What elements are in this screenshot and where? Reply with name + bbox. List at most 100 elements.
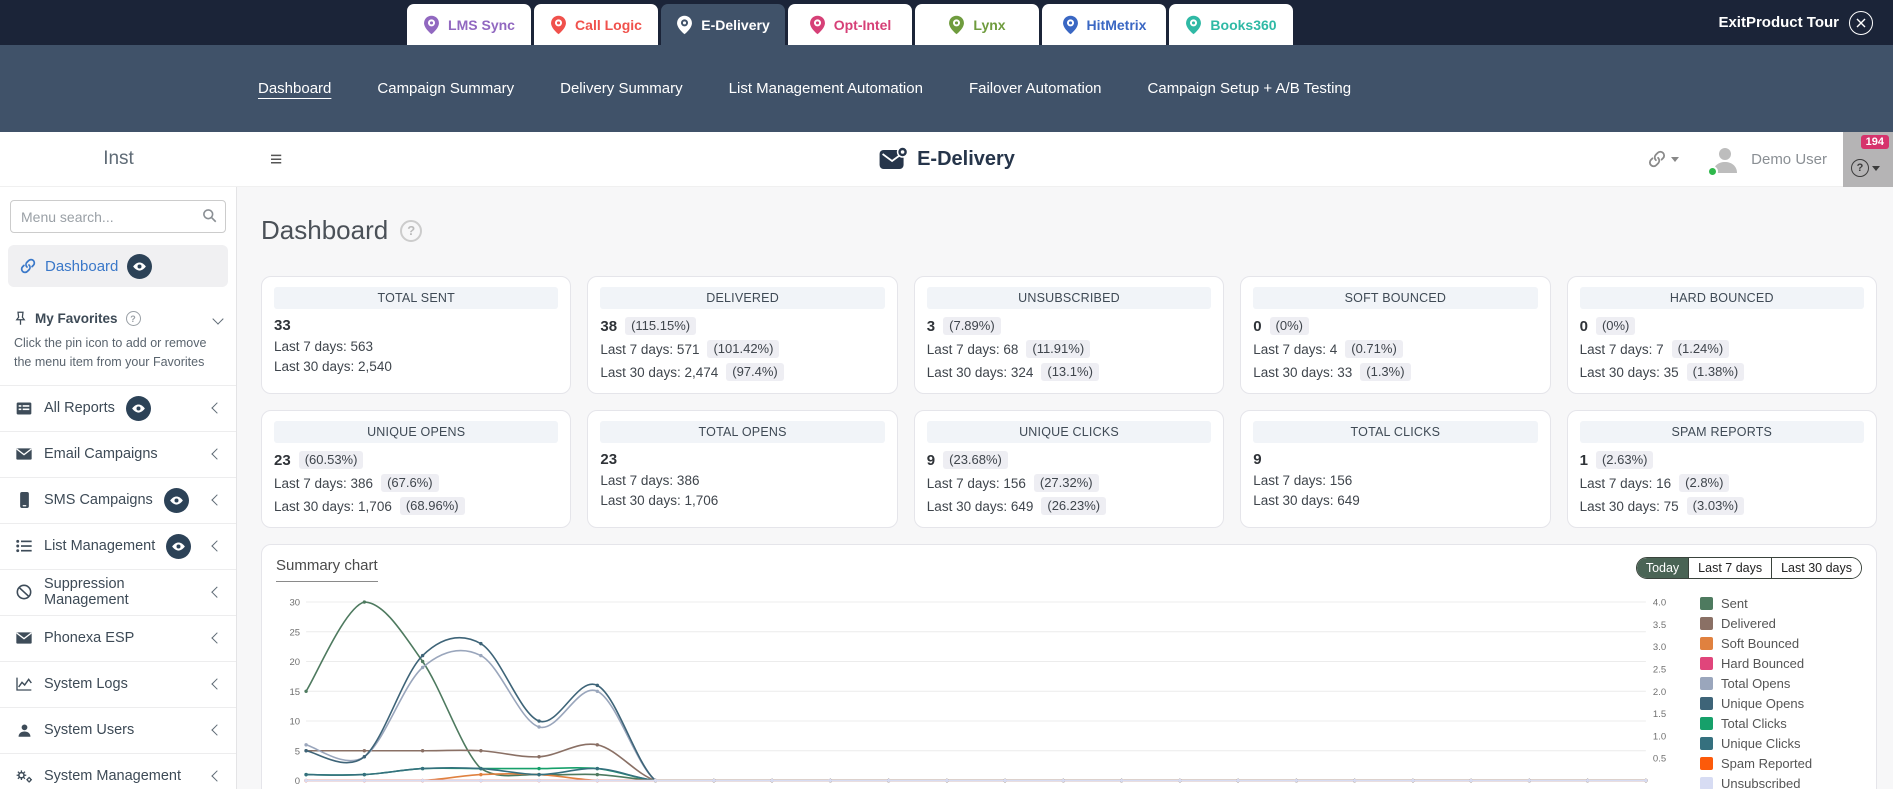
legend-item-total-opens[interactable]: Total Opens <box>1700 676 1862 691</box>
range-button-last-7-days[interactable]: Last 7 days <box>1688 558 1772 578</box>
page-help-icon[interactable]: ? <box>400 219 423 242</box>
envelope-icon <box>15 632 33 644</box>
chevron-left-icon[interactable] <box>211 632 223 644</box>
stat-last7: Last 7 days: 156 <box>926 475 1026 491</box>
svg-text:16:00: 16:00 <box>1226 788 1250 789</box>
svg-text:12:00: 12:00 <box>993 788 1017 789</box>
product-tab-books360[interactable]: Books360 <box>1169 4 1293 45</box>
e-delivery-logo-icon <box>879 146 908 169</box>
svg-text:22:00: 22:00 <box>1576 788 1600 789</box>
product-tabs: LMS Sync Call Logic E-Delivery Opt-Intel… <box>407 4 1293 45</box>
stat-last30: Last 30 days: 1,706 <box>600 493 719 508</box>
chevron-left-icon[interactable] <box>211 678 223 690</box>
legend-label: Unsubscribed <box>1721 776 1801 789</box>
sidebar-item-suppression-management[interactable]: Suppression Management <box>0 568 236 615</box>
percent-pill: (23.68%) <box>943 451 1008 469</box>
svg-text:04:00: 04:00 <box>527 788 551 789</box>
sidebar-item-system-management[interactable]: System Management <box>0 752 236 789</box>
legend-label: Hard Bounced <box>1721 656 1805 671</box>
legend-item-unique-opens[interactable]: Unique Opens <box>1700 696 1862 711</box>
chevron-left-icon[interactable] <box>211 724 223 736</box>
chevron-left-icon[interactable] <box>211 494 223 506</box>
exit-product-tour-button[interactable]: ExitProduct Tour <box>1718 0 1873 45</box>
legend-item-soft-bounced[interactable]: Soft Bounced <box>1700 636 1862 651</box>
stat-card-title: HARD BOUNCED <box>1579 287 1864 309</box>
eye-icon[interactable] <box>125 395 151 421</box>
chevron-left-icon[interactable] <box>211 448 223 460</box>
nav-item-failover-automation[interactable]: Failover Automation <box>968 80 1102 97</box>
instance-logo[interactable]: Inst <box>103 148 134 169</box>
percent-pill: (0%) <box>1269 317 1309 335</box>
stat-card-title: TOTAL CLICKS <box>1253 421 1538 443</box>
summary-chart[interactable]: 0 5 10 15 20 25 30 0.5 1.0 1.5 2.0 2.5 3.0 3.5 4.0 00:0… <box>276 594 1690 789</box>
sidebar-item-dashboard[interactable]: Dashboard <box>8 245 228 287</box>
listul-icon <box>15 539 33 553</box>
svg-text:23:00: 23:00 <box>1634 788 1658 789</box>
sidebar-item-sms-campaigns[interactable]: SMS Campaigns <box>0 476 236 523</box>
eye-icon[interactable] <box>166 533 192 559</box>
percent-pill: (26.23%) <box>1041 497 1107 515</box>
legend-item-spam-reported[interactable]: Spam Reported <box>1700 756 1862 771</box>
product-tab-lynx[interactable]: Lynx <box>915 4 1039 45</box>
product-tab-call-logic[interactable]: Call Logic <box>534 4 658 45</box>
eye-icon[interactable] <box>127 253 153 279</box>
chevron-down-icon[interactable] <box>212 312 224 325</box>
range-button-today[interactable]: Today <box>1636 558 1689 578</box>
search-icon[interactable] <box>202 208 217 228</box>
product-tab-hitmetrix[interactable]: HitMetrix <box>1042 4 1166 45</box>
nav-item-list-management-automation[interactable]: List Management Automation <box>728 80 923 97</box>
stat-card-title: UNIQUE CLICKS <box>926 421 1212 443</box>
chevron-left-icon[interactable] <box>211 770 223 782</box>
sidebar-item-phonexa-esp[interactable]: Phonexa ESP <box>0 614 236 661</box>
question-icon[interactable]: ? <box>125 311 141 326</box>
percent-pill: (27.32%) <box>1033 474 1099 492</box>
legend-item-unsubscribed[interactable]: Unsubscribed <box>1700 776 1862 789</box>
sidebar-item-label: Email Campaigns <box>44 446 158 463</box>
sidebar-item-system-users[interactable]: System Users <box>0 706 236 753</box>
product-tab-e-delivery[interactable]: E-Delivery <box>661 4 785 45</box>
nav-item-dashboard[interactable]: Dashboard <box>258 80 332 97</box>
nav-item-campaign-setup-a-b-testing[interactable]: Campaign Setup + A/B Testing <box>1147 80 1352 97</box>
product-tab-opt-intel[interactable]: Opt-Intel <box>788 4 912 45</box>
user-menu[interactable]: Demo User <box>1707 143 1827 177</box>
menu-search-input[interactable] <box>10 200 226 233</box>
svg-text:00:00: 00:00 <box>294 788 318 789</box>
help-menu[interactable]: ? <box>1851 159 1880 177</box>
legend-item-total-clicks[interactable]: Total Clicks <box>1700 716 1862 731</box>
main-content: Dashboard ? TOTAL SENT 33 Last 7 days: 5… <box>237 187 1893 789</box>
close-icon[interactable] <box>1849 10 1873 35</box>
sidebar-item-system-logs[interactable]: System Logs <box>0 660 236 707</box>
legend-item-hard-bounced[interactable]: Hard Bounced <box>1700 656 1862 671</box>
legend-item-delivered[interactable]: Delivered <box>1700 616 1862 631</box>
sidebar-item-all-reports[interactable]: All Reports <box>0 384 236 431</box>
percent-pill: (97.4%) <box>726 363 784 381</box>
hamburger-menu-icon[interactable]: ≡ <box>270 147 283 171</box>
product-pin-icon <box>677 15 693 34</box>
range-button-last-30-days[interactable]: Last 30 days <box>1771 558 1861 578</box>
product-pin-icon <box>1186 15 1202 34</box>
percent-pill: (13.1%) <box>1041 363 1099 381</box>
stat-last30: Last 30 days: 649 <box>1253 493 1360 508</box>
legend-label: Unique Clicks <box>1721 736 1801 751</box>
stat-cards-row-1: TOTAL SENT 33 Last 7 days: 563 Last 30 d… <box>261 276 1877 394</box>
svg-text:10:00: 10:00 <box>877 788 901 789</box>
stat-card-total-opens: TOTAL OPENS 23 Last 7 days: 386 Last 30 … <box>587 410 898 528</box>
chevron-left-icon[interactable] <box>211 586 223 598</box>
sidebar-item-label: System Management <box>44 768 182 785</box>
nav-item-delivery-summary[interactable]: Delivery Summary <box>560 80 683 97</box>
stat-card-unique-opens: UNIQUE OPENS 23 (60.53%) Last 7 days: 386… <box>261 410 572 528</box>
legend-item-sent[interactable]: Sent <box>1700 596 1862 611</box>
quick-links-menu[interactable] <box>1648 150 1680 168</box>
product-tab-label: Opt-Intel <box>833 16 892 33</box>
help-panel: 194 ? <box>1843 132 1893 187</box>
product-tab-lms-sync[interactable]: LMS Sync <box>407 4 531 45</box>
sidebar-item-email-campaigns[interactable]: Email Campaigns <box>0 430 236 477</box>
legend-item-unique-clicks[interactable]: Unique Clicks <box>1700 736 1862 751</box>
chevron-left-icon[interactable] <box>211 402 223 414</box>
legend-label: Soft Bounced <box>1721 636 1800 651</box>
eye-icon[interactable] <box>163 487 189 513</box>
legend-swatch <box>1700 717 1713 730</box>
nav-item-campaign-summary[interactable]: Campaign Summary <box>377 80 515 97</box>
chevron-left-icon[interactable] <box>211 540 223 552</box>
sidebar-item-list-management[interactable]: List Management <box>0 522 236 569</box>
